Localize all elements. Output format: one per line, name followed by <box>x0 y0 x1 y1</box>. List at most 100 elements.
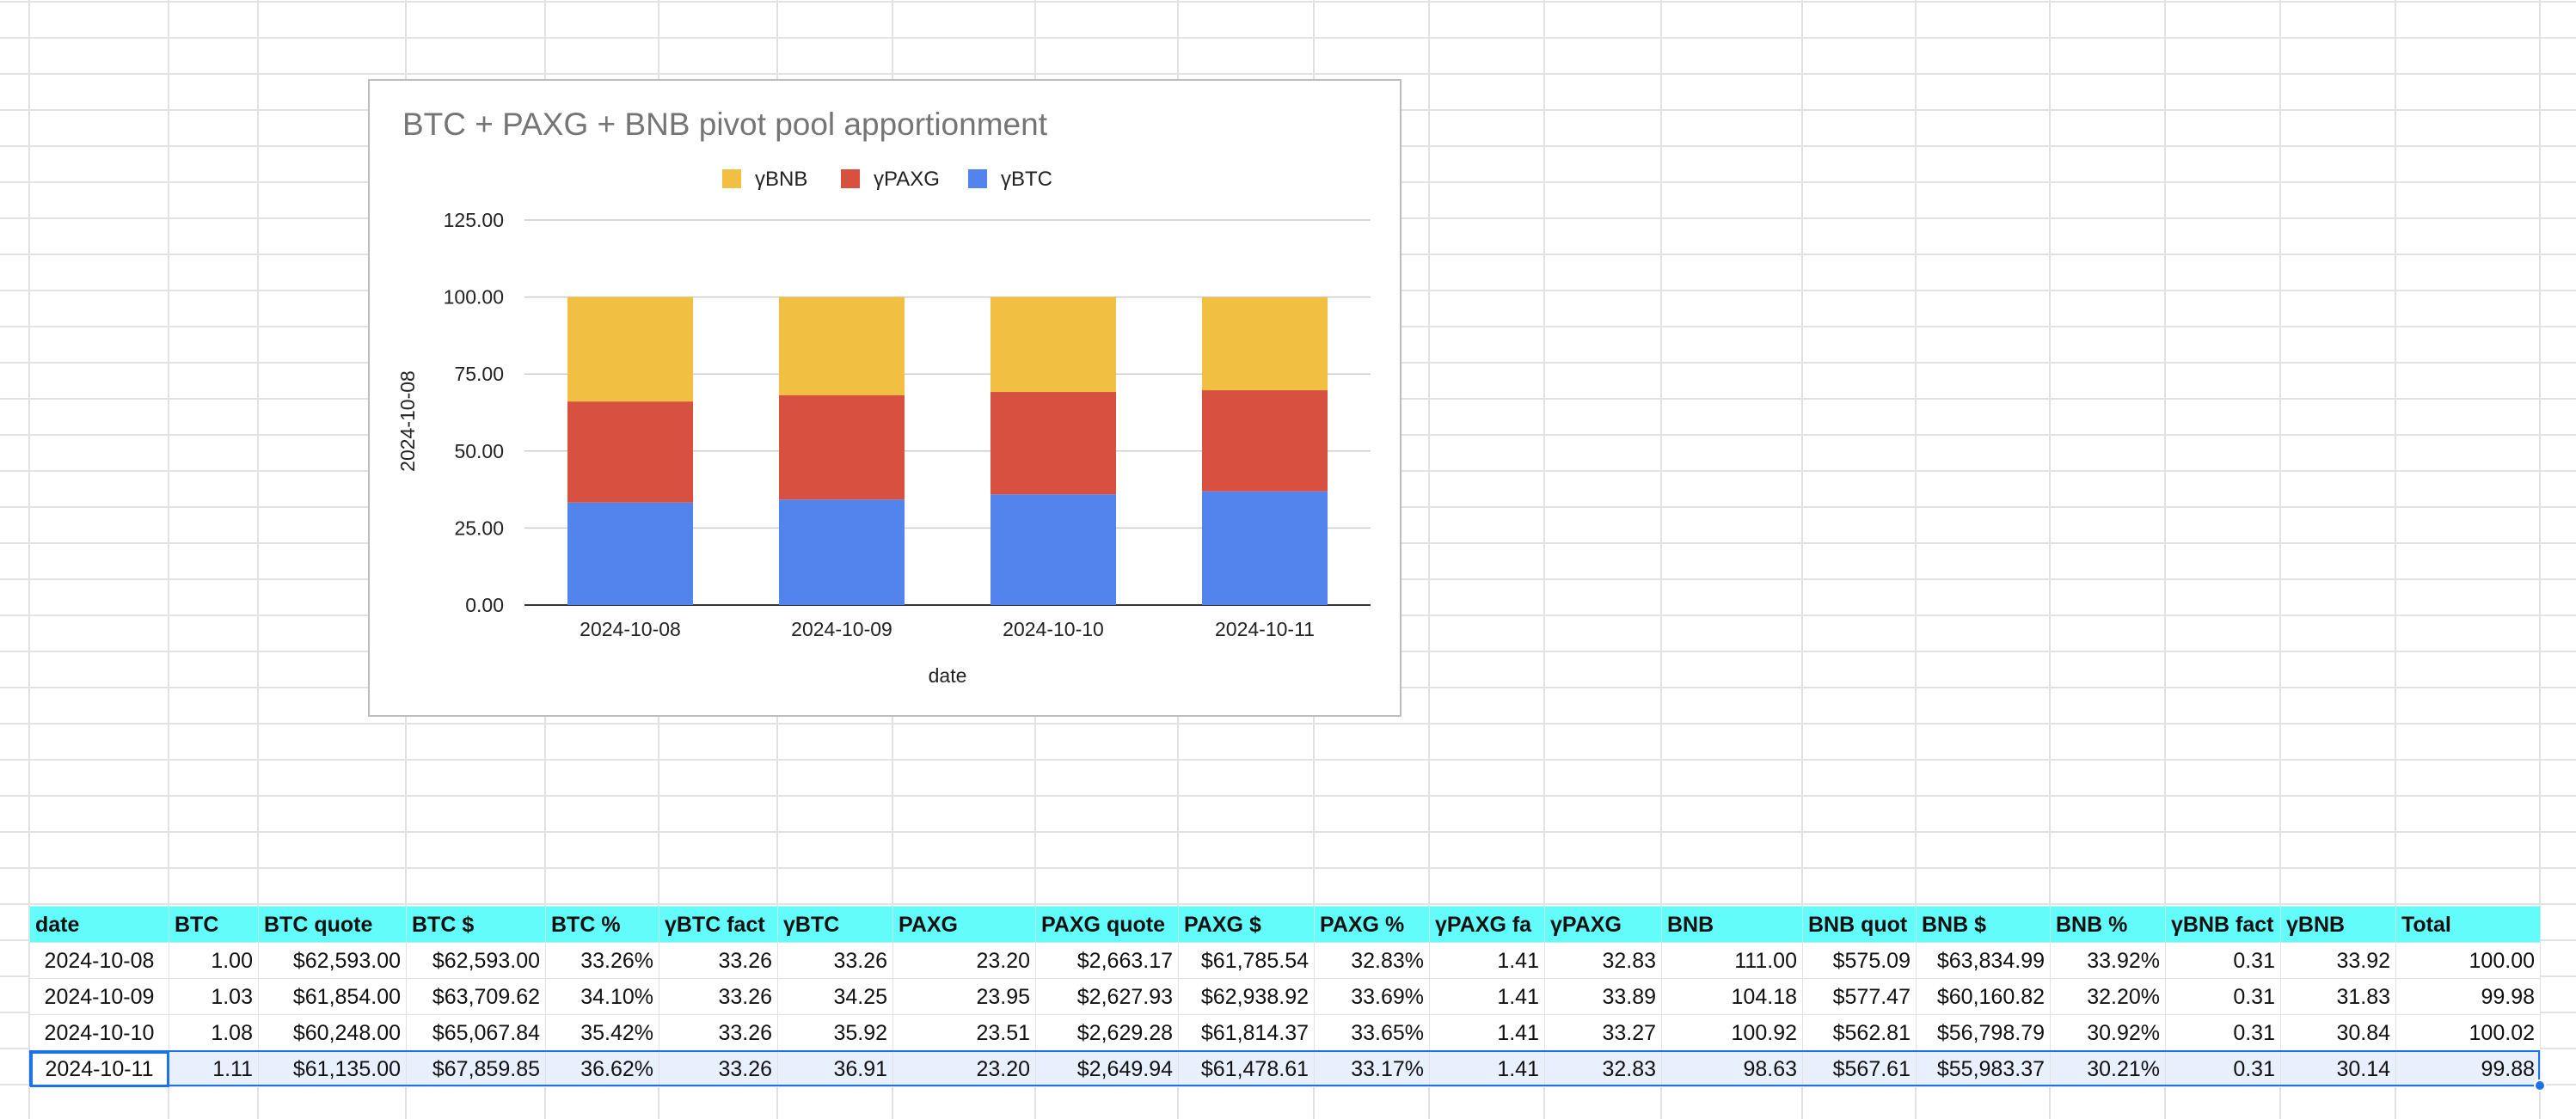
table-cell[interactable]: $62,593.00 <box>258 942 407 979</box>
table-cell[interactable]: 23.20 <box>892 1050 1036 1087</box>
column-header[interactable]: PAXG $ <box>1178 906 1315 943</box>
column-header[interactable]: PAXG quote <box>1035 906 1179 943</box>
table-cell[interactable]: $61,135.00 <box>258 1050 407 1087</box>
bar-segment[interactable] <box>1202 491 1328 605</box>
table-cell[interactable]: 0.31 <box>2165 1050 2281 1087</box>
table-cell[interactable]: $2,627.93 <box>1035 978 1179 1015</box>
table-cell[interactable]: 100.92 <box>1661 1014 1803 1051</box>
table-cell[interactable]: 104.18 <box>1661 978 1803 1015</box>
table-cell[interactable]: 32.20% <box>2050 978 2166 1015</box>
bar-segment[interactable] <box>991 494 1116 605</box>
column-header[interactable]: BNB $ <box>1916 906 2051 943</box>
table-cell[interactable]: 33.92 <box>2280 942 2396 979</box>
table-cell[interactable]: $60,160.82 <box>1916 978 2051 1015</box>
legend-item[interactable]: γBNB <box>722 168 807 191</box>
column-header[interactable]: PAXG <box>892 906 1036 943</box>
table-cell[interactable]: 33.27 <box>1544 1014 1662 1051</box>
table-cell[interactable]: $55,983.37 <box>1916 1050 2051 1087</box>
table-cell[interactable]: 1.08 <box>169 1014 259 1051</box>
table-cell[interactable]: 33.89 <box>1544 978 1662 1015</box>
bar-segment[interactable] <box>779 499 905 605</box>
table-cell[interactable]: 23.51 <box>892 1014 1036 1051</box>
column-header[interactable]: BNB quot <box>1802 906 1917 943</box>
legend-item[interactable]: γPAXG <box>841 168 940 191</box>
table-cell[interactable]: $567.61 <box>1802 1050 1917 1087</box>
table-cell[interactable]: 99.98 <box>2395 978 2541 1015</box>
table-cell[interactable]: 1.00 <box>169 942 259 979</box>
bar-segment[interactable] <box>991 392 1116 495</box>
table-cell[interactable]: $577.47 <box>1802 978 1917 1015</box>
table-cell[interactable]: 30.92% <box>2050 1014 2166 1051</box>
table-cell[interactable]: $56,798.79 <box>1916 1014 2051 1051</box>
table-cell[interactable]: $2,629.28 <box>1035 1014 1179 1051</box>
table-cell[interactable]: 23.20 <box>892 942 1036 979</box>
table-cell[interactable]: 2024-10-10 <box>29 1014 169 1051</box>
table-cell[interactable]: 1.11 <box>169 1050 259 1087</box>
table-cell[interactable]: 99.88 <box>2395 1050 2541 1087</box>
bar-segment[interactable] <box>567 401 693 503</box>
column-header[interactable]: BNB <box>1661 906 1803 943</box>
table-cell[interactable]: 32.83 <box>1544 1050 1662 1087</box>
table-cell[interactable]: 31.83 <box>2280 978 2396 1015</box>
bar-segment[interactable] <box>1202 390 1328 492</box>
table-cell[interactable]: 1.41 <box>1429 978 1545 1015</box>
table-cell[interactable]: 34.25 <box>777 978 893 1015</box>
table-cell[interactable]: 0.31 <box>2165 978 2281 1015</box>
table-cell[interactable]: 33.26% <box>545 942 659 979</box>
table-cell[interactable]: 33.92% <box>2050 942 2166 979</box>
column-header[interactable]: BTC quote <box>258 906 407 943</box>
table-cell[interactable]: 98.63 <box>1661 1050 1803 1087</box>
column-header[interactable]: γBNB fact <box>2165 906 2281 943</box>
table-cell[interactable]: 100.02 <box>2395 1014 2541 1051</box>
bar-segment[interactable] <box>567 297 693 402</box>
table-cell[interactable]: 33.26 <box>659 1050 778 1087</box>
table-cell[interactable]: 0.31 <box>2165 942 2281 979</box>
column-header[interactable]: BNB % <box>2050 906 2166 943</box>
table-cell[interactable]: $63,709.62 <box>406 978 546 1015</box>
column-header[interactable]: γPAXG <box>1544 906 1662 943</box>
bar-segment[interactable] <box>779 394 905 500</box>
table-cell[interactable]: 2024-10-09 <box>29 978 169 1015</box>
table-cell[interactable]: 1.41 <box>1429 942 1545 979</box>
bar-segment[interactable] <box>779 297 905 395</box>
table-cell[interactable]: 33.26 <box>659 1014 778 1051</box>
table-cell[interactable]: 32.83% <box>1314 942 1430 979</box>
table-cell[interactable]: $62,593.00 <box>406 942 546 979</box>
table-cell[interactable]: 33.26 <box>777 942 893 979</box>
column-header[interactable]: BTC % <box>545 906 659 943</box>
table-cell[interactable]: $61,854.00 <box>258 978 407 1015</box>
table-cell[interactable]: 32.83 <box>1544 942 1662 979</box>
column-header[interactable]: BTC <box>169 906 259 943</box>
chart-card[interactable]: BTC + PAXG + BNB pivot pool apportionmen… <box>368 79 1401 717</box>
legend-item[interactable]: γBTC <box>968 168 1052 191</box>
table-cell[interactable]: 1.41 <box>1429 1050 1545 1087</box>
column-header[interactable]: Total <box>2395 906 2541 943</box>
table-cell[interactable]: $62,938.92 <box>1178 978 1315 1015</box>
bar-segment[interactable] <box>991 297 1116 393</box>
table-cell[interactable]: 0.31 <box>2165 1014 2281 1051</box>
table-cell[interactable]: 34.10% <box>545 978 659 1015</box>
fill-handle[interactable] <box>2534 1079 2546 1091</box>
table-cell[interactable]: 2024-10-08 <box>29 942 169 979</box>
table-cell[interactable]: 100.00 <box>2395 942 2541 979</box>
table-cell[interactable]: 23.95 <box>892 978 1036 1015</box>
table-cell[interactable]: 1.41 <box>1429 1014 1545 1051</box>
table-cell[interactable]: $60,248.00 <box>258 1014 407 1051</box>
column-header[interactable]: γBTC fact <box>659 906 778 943</box>
table-cell[interactable]: 33.26 <box>659 942 778 979</box>
table-cell[interactable]: 2024-10-11 <box>29 1050 169 1087</box>
bar-segment[interactable] <box>1202 297 1328 391</box>
column-header[interactable]: PAXG % <box>1314 906 1430 943</box>
table-cell[interactable]: $61,814.37 <box>1178 1014 1315 1051</box>
table-cell[interactable]: 36.91 <box>777 1050 893 1087</box>
table-cell[interactable]: 30.21% <box>2050 1050 2166 1087</box>
table-cell[interactable]: 36.62% <box>545 1050 659 1087</box>
table-cell[interactable]: $61,478.61 <box>1178 1050 1315 1087</box>
table-cell[interactable]: 35.92 <box>777 1014 893 1051</box>
column-header[interactable]: γBTC <box>777 906 893 943</box>
table-cell[interactable]: 33.26 <box>659 978 778 1015</box>
table-cell[interactable]: 1.03 <box>169 978 259 1015</box>
table-cell[interactable]: 111.00 <box>1661 942 1803 979</box>
table-cell[interactable]: $67,859.85 <box>406 1050 546 1087</box>
bar-segment[interactable] <box>567 502 693 605</box>
